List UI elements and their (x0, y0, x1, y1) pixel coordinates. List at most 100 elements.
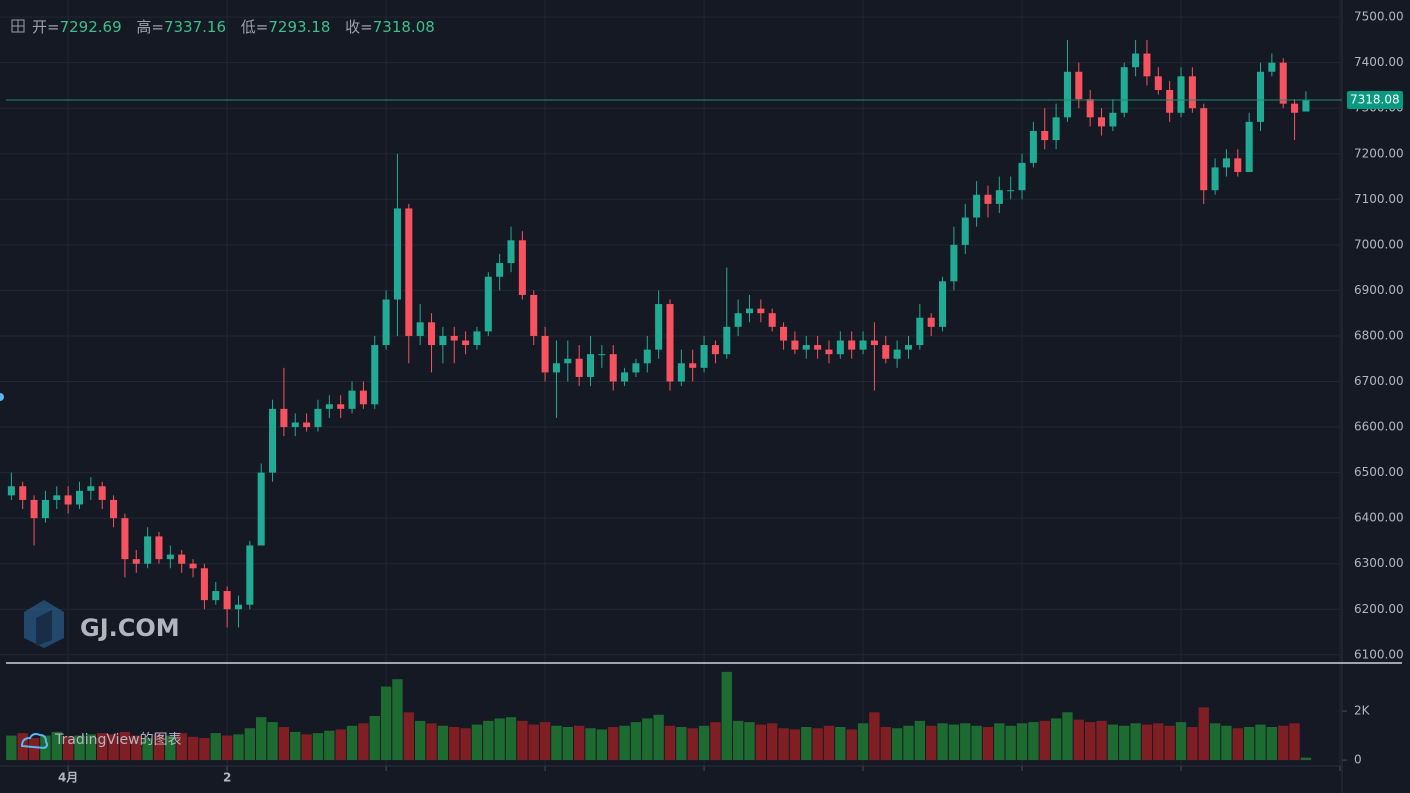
volume-bar (324, 730, 335, 761)
volume-bar (335, 729, 346, 761)
volume-bar (51, 731, 62, 761)
candle-body (246, 545, 254, 605)
candle-body (609, 354, 617, 382)
candle-body (882, 345, 890, 359)
volume-bar (562, 727, 573, 761)
volume-bar (131, 735, 142, 761)
y-tick-label: 7500.00 (1354, 10, 1404, 24)
volume-bar (1300, 757, 1312, 761)
candle-body (632, 363, 640, 373)
candle-body (41, 499, 49, 519)
candle-body (484, 276, 492, 332)
candle-body (734, 313, 742, 327)
candle-body (1132, 53, 1140, 68)
ohlc-legend: 开=7292.69 高=7337.16 低=7293.18 收=7318.08 (32, 18, 435, 36)
ohlc-value: 7292.69 (60, 18, 122, 36)
volume-bar (85, 734, 97, 761)
candle-body (337, 404, 345, 409)
candle-body (155, 536, 163, 560)
volume-bar (1107, 724, 1119, 761)
candle-body (189, 563, 197, 569)
volume-bar (994, 723, 1005, 761)
volume-bar (880, 727, 891, 761)
candle-body (1154, 76, 1162, 90)
volume-bar (165, 735, 176, 761)
candle-body (166, 554, 174, 560)
candle-body (439, 335, 447, 346)
volume-bar (256, 717, 267, 761)
candle-body (1245, 121, 1253, 172)
volume-bar (664, 725, 676, 761)
volume-bar (687, 728, 698, 761)
candle-body (348, 390, 356, 409)
volume-bar (1096, 720, 1107, 761)
candle-body (1177, 76, 1185, 113)
candle-body (621, 372, 629, 382)
candle-body (848, 340, 856, 350)
candle-body (371, 345, 379, 405)
volume-bar (358, 723, 369, 761)
candle-body (552, 363, 560, 373)
candle-body (30, 499, 38, 519)
volume-bar (449, 727, 460, 761)
candle-body (1098, 117, 1106, 127)
attribution[interactable]: TradingView的图表 (54, 732, 182, 748)
volume-bar (698, 725, 710, 761)
candle-body (836, 340, 844, 355)
volume-bar (369, 715, 380, 761)
ohlc-label: 收= (345, 18, 373, 36)
candle-body (7, 486, 15, 496)
volume-bar (346, 725, 358, 761)
candle-body (1268, 62, 1276, 72)
volume-bar (483, 720, 494, 761)
volume-tick-label: 2K (1354, 704, 1371, 718)
candle-body (995, 190, 1003, 204)
volume-bar (1209, 723, 1221, 761)
volume-bar (1164, 725, 1175, 761)
candle-body (1109, 112, 1117, 127)
volume-bar (28, 738, 40, 761)
volume-bar (846, 729, 857, 761)
volume-bar (812, 728, 823, 761)
volume-bar (1050, 718, 1062, 761)
volume-bar (903, 725, 914, 761)
candle-body (1007, 190, 1015, 192)
volume-bar (926, 725, 937, 761)
volume-bar (301, 734, 312, 761)
volume-bar (74, 735, 85, 761)
candle-body (655, 304, 663, 350)
candle-body (303, 422, 311, 428)
volume-bar (142, 738, 153, 761)
candle-body (870, 340, 878, 346)
volume-bar (426, 723, 437, 761)
candle-body (723, 326, 731, 355)
volume-bar (119, 731, 131, 761)
volume-bar (573, 725, 585, 761)
scroll-marker[interactable] (0, 393, 4, 401)
volume-bar (676, 727, 687, 761)
candle-body (1018, 162, 1026, 191)
volume-bar (891, 728, 903, 761)
volume-bar (108, 734, 119, 761)
volume-bar (619, 725, 630, 761)
candle-body (791, 340, 799, 350)
y-tick-label: 6300.00 (1354, 556, 1404, 570)
volume-bar (380, 686, 392, 761)
volume-bar (471, 724, 483, 761)
candle-body (1052, 117, 1060, 141)
volume-bar (1119, 725, 1130, 761)
candle-body (745, 308, 754, 314)
candle-body (144, 536, 152, 564)
volume-bar (835, 727, 846, 761)
tradingview-logo[interactable] (20, 733, 49, 750)
candle-body (314, 408, 322, 428)
volume-bar (1243, 727, 1255, 761)
candle-body (518, 240, 526, 295)
candle-body (575, 358, 583, 377)
volume-bar (857, 723, 869, 761)
marks (6, 39, 1312, 761)
volume-bar (823, 725, 835, 761)
volume-bar (982, 727, 994, 761)
candle-body (689, 363, 697, 368)
candle-body (666, 304, 674, 382)
